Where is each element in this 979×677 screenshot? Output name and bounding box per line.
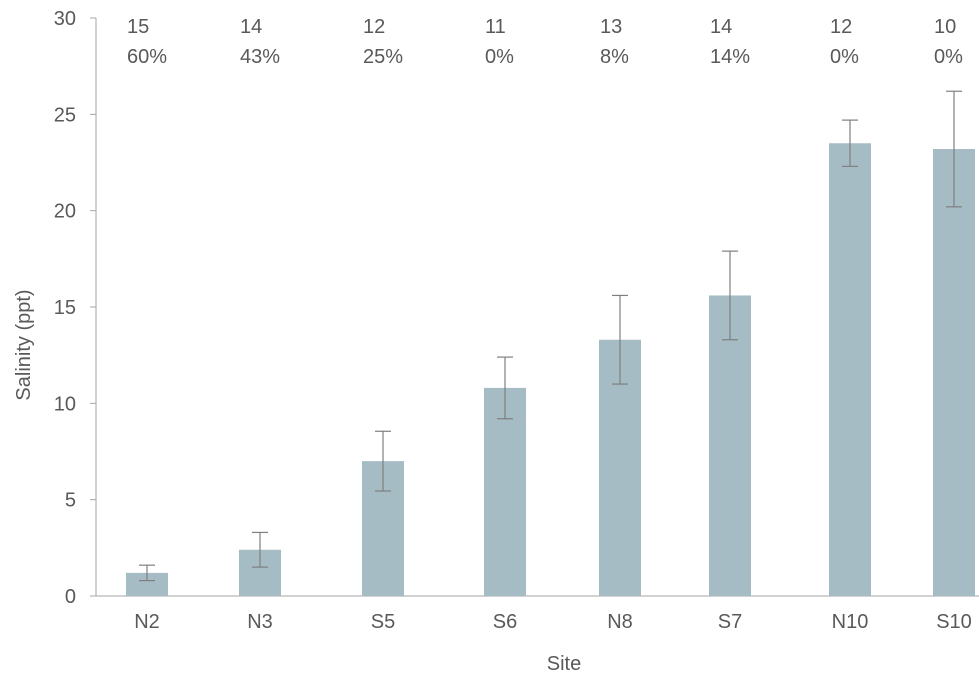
y-tick-label: 5	[65, 490, 76, 512]
x-tick-label: S5	[371, 611, 395, 633]
y-tick-label: 30	[54, 8, 76, 30]
x-tick-label: N8	[607, 611, 633, 633]
y-tick-label: 10	[54, 393, 76, 415]
bar-s7	[709, 295, 751, 596]
count-label: 13	[600, 16, 622, 38]
count-label: 11	[485, 16, 506, 38]
bar-n10	[829, 143, 871, 596]
percent-label: 0%	[830, 46, 859, 68]
count-label: 12	[363, 16, 385, 38]
count-label: 14	[240, 16, 262, 38]
bars	[126, 143, 975, 596]
x-tick-label: N3	[247, 611, 273, 633]
labels: N2 15 60% N3 14 43% S5 12 25% S6 11 0% N8 13 8% S7 14 14%…	[127, 16, 972, 633]
bar-s10	[933, 149, 975, 596]
count-label: 10	[934, 16, 956, 38]
bar-n2	[126, 572, 168, 596]
percent-label: 25%	[363, 46, 403, 68]
count-label: 12	[830, 16, 852, 38]
x-tick-label: N2	[134, 611, 160, 633]
percent-label: 14%	[710, 46, 750, 68]
percent-label: 8%	[600, 46, 629, 68]
percent-label: 0%	[934, 46, 963, 68]
error-bars	[139, 90, 962, 582]
y-tick-label: 0	[65, 586, 76, 608]
count-label: 14	[710, 16, 732, 38]
percent-label: 43%	[240, 46, 280, 68]
bar-s6	[484, 387, 526, 596]
y-axis-title: Salinity (ppt)	[13, 289, 35, 400]
y-tick-label: 25	[54, 104, 76, 126]
percent-label: 60%	[127, 46, 167, 68]
count-label: 15	[127, 16, 149, 38]
x-axis-title: Site	[547, 653, 581, 675]
percent-label: 0%	[485, 46, 514, 68]
y-tick-label: 20	[54, 201, 76, 223]
x-tick-label: N10	[832, 611, 869, 633]
x-tick-label: S6	[493, 611, 517, 633]
x-tick-label: S7	[718, 611, 742, 633]
y-tick-label: 15	[54, 297, 76, 319]
x-tick-label: S10	[936, 611, 972, 633]
